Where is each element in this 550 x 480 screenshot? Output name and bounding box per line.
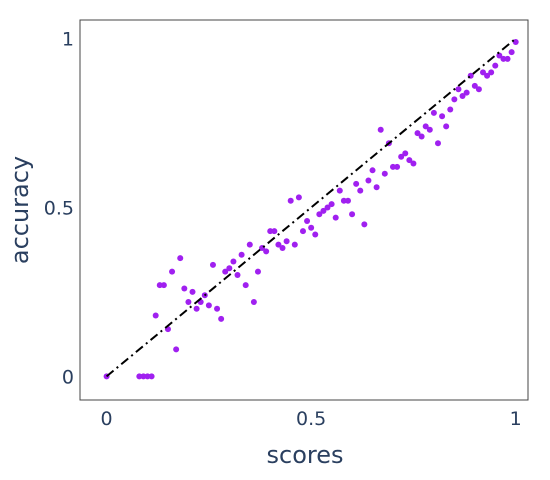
data-point — [177, 255, 184, 262]
x-tick-labels: 0 0.5 1 — [101, 408, 522, 430]
data-point — [316, 211, 323, 218]
data-point — [373, 184, 380, 191]
data-point — [320, 207, 327, 214]
data-point — [455, 86, 462, 93]
data-point — [189, 288, 196, 295]
data-point — [402, 150, 409, 157]
data-point — [193, 305, 200, 312]
data-point — [426, 126, 433, 133]
data-point — [504, 55, 511, 62]
x-tick-label: 0 — [101, 408, 113, 430]
data-point — [381, 170, 388, 177]
data-point — [439, 113, 446, 120]
data-point — [291, 241, 298, 248]
data-point — [304, 217, 311, 224]
data-point — [430, 109, 437, 116]
data-point — [209, 261, 216, 268]
data-point — [275, 241, 282, 248]
data-point — [447, 106, 454, 113]
y-tick-label: 0 — [62, 366, 74, 388]
data-point — [463, 89, 470, 96]
data-point — [328, 201, 335, 208]
data-point — [479, 69, 486, 76]
data-point — [218, 315, 225, 322]
x-tick-label: 1 — [510, 408, 522, 430]
data-point — [488, 69, 495, 76]
data-point — [434, 140, 441, 147]
data-point — [214, 305, 221, 312]
data-point — [443, 123, 450, 130]
data-point — [299, 228, 306, 235]
points-layer — [103, 38, 519, 380]
data-point — [250, 299, 257, 306]
data-point — [283, 238, 290, 245]
data-point — [414, 130, 421, 137]
data-point — [344, 197, 351, 204]
data-point — [451, 96, 458, 103]
data-point — [238, 251, 245, 258]
data-point — [230, 258, 237, 265]
data-point — [492, 62, 499, 69]
data-point — [312, 231, 319, 238]
data-point — [484, 72, 491, 79]
data-point — [181, 285, 188, 292]
reference-line — [105, 37, 517, 378]
data-point — [226, 265, 233, 272]
y-tick-label: 0.5 — [44, 197, 74, 219]
x-axis-title: scores — [267, 441, 344, 469]
data-point — [496, 52, 503, 59]
data-point — [242, 282, 249, 289]
data-point — [160, 282, 167, 289]
data-point — [254, 268, 261, 275]
data-point — [349, 211, 356, 218]
data-point — [361, 221, 368, 228]
data-point — [324, 204, 331, 211]
data-point — [287, 197, 294, 204]
data-point — [398, 153, 405, 160]
data-point — [173, 346, 180, 353]
data-point — [263, 248, 270, 255]
y-axis-title: accuracy — [6, 156, 34, 264]
data-point — [418, 133, 425, 140]
data-point — [459, 93, 466, 99]
data-point — [279, 245, 286, 251]
data-point — [152, 312, 159, 319]
x-tick-label: 0.5 — [296, 408, 326, 430]
data-point — [308, 224, 315, 231]
data-point — [394, 163, 401, 170]
y-tick-label: 1 — [62, 29, 74, 51]
data-point — [471, 82, 478, 89]
data-point — [406, 157, 413, 164]
data-point — [246, 241, 253, 248]
data-point — [336, 187, 343, 194]
data-point — [332, 214, 339, 221]
data-point — [508, 49, 515, 56]
data-point — [422, 123, 429, 130]
data-point — [185, 299, 192, 306]
data-point — [410, 160, 417, 167]
y-tick-labels: 00.51 — [44, 29, 74, 389]
data-point — [234, 272, 241, 279]
data-point — [271, 228, 278, 235]
data-point — [369, 167, 376, 174]
data-point — [377, 126, 384, 133]
data-point — [205, 302, 212, 309]
data-point — [222, 268, 229, 275]
data-point — [148, 373, 155, 380]
data-point — [475, 86, 482, 93]
data-point — [169, 268, 176, 275]
data-point — [512, 38, 519, 45]
data-point — [353, 180, 360, 187]
data-point — [295, 194, 302, 201]
data-point — [357, 187, 364, 194]
data-point — [365, 177, 372, 184]
